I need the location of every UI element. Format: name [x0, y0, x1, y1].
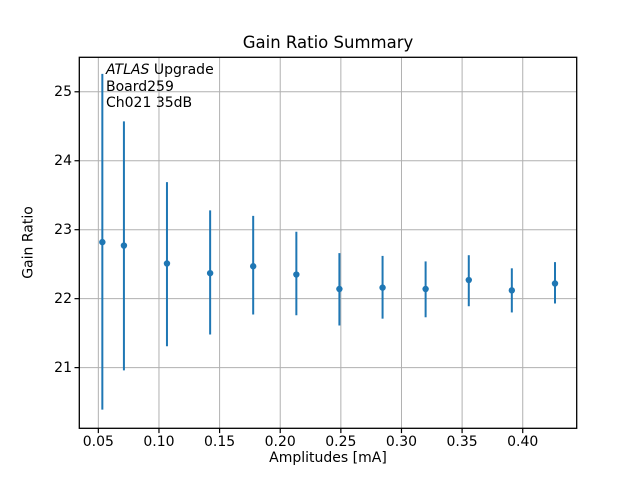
- data-point-marker: [293, 271, 300, 278]
- y-tick-label: 21: [54, 359, 72, 376]
- annotation-experiment-name: ATLAS: [106, 62, 150, 78]
- x-axis-label: Amplitudes [mA]: [269, 450, 387, 466]
- data-point-marker: [336, 285, 343, 293]
- data-point-marker: [206, 269, 214, 277]
- axes-spines: [78, 56, 578, 429]
- annotation-line-1: ATLAS Upgrade: [106, 62, 214, 79]
- y-tick-label: 22: [54, 290, 72, 307]
- x-tick-label: 0.35: [446, 434, 478, 450]
- data-point-marker: [99, 238, 106, 246]
- x-tick-label: 0.05: [82, 434, 114, 450]
- x-tick-label: 0.15: [204, 434, 236, 450]
- y-axis-label: Gain Ratio: [20, 206, 37, 279]
- x-tick-label: 0.20: [264, 434, 296, 450]
- data-point-marker: [551, 280, 559, 287]
- data-point-marker: [465, 276, 472, 284]
- x-tick-label: 0.10: [143, 434, 175, 450]
- y-tick-label: 24: [54, 152, 72, 169]
- y-tick-label: 25: [54, 83, 72, 100]
- x-tick-label: 0.30: [385, 434, 418, 450]
- data-point-marker: [508, 287, 516, 294]
- x-tick-label: 0.25: [325, 434, 357, 450]
- annotation-line-2: Board259: [106, 78, 174, 95]
- data-point-marker: [163, 260, 171, 267]
- annotation-line-3: Ch021 35dB: [106, 95, 193, 112]
- data-point-marker: [379, 284, 386, 291]
- chart-title: Gain Ratio Summary: [242, 33, 414, 52]
- data-point-marker: [422, 285, 429, 293]
- y-tick-label: 23: [54, 221, 72, 238]
- x-tick-label: 0.40: [507, 434, 539, 450]
- data-point-marker: [120, 242, 128, 249]
- annotation-line-1-rest: Upgrade: [149, 62, 214, 78]
- annotation: ATLAS Upgrade Board259 Ch021 35dB: [106, 62, 214, 112]
- data-point-marker: [249, 263, 257, 270]
